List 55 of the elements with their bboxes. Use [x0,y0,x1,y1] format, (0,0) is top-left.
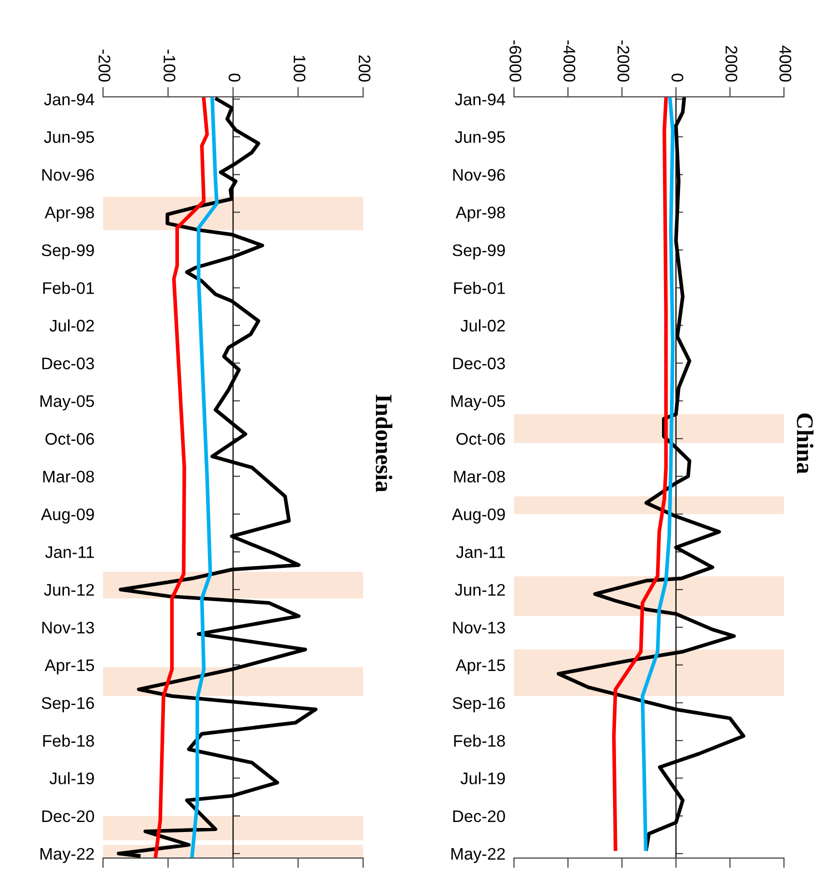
y-tick-label: Nov-13 [453,622,505,634]
y-tick-label: Apr-98 [456,206,505,222]
y-tick-label: Jan-94 [454,94,506,106]
y-tick-label: Jun-12 [44,584,94,596]
y-tick-label: May-22 [40,848,94,864]
y-tick-label: Apr-98 [44,206,94,222]
x-tick-label: 0 [228,74,240,82]
x-tick-label: -2000 [617,40,630,82]
y-tick-label: Mar-08 [43,470,94,483]
y-tick-label: Sep-16 [42,697,94,712]
y-tick-label: Sep-99 [42,244,94,260]
y-tick-label: Nov-96 [453,168,505,181]
x-tick-label: 2000 [725,46,738,82]
text: China [796,414,814,474]
y-tick-label: Jul-19 [50,772,94,784]
y-tick-label: May-05 [40,395,94,410]
x-tick-label: -4000 [563,40,576,82]
y-tick-label: Nov-96 [42,168,94,181]
y-tick-label: Feb-18 [43,734,94,747]
y-tick-label: May-05 [451,395,505,410]
y-tick-label: Dec-20 [42,810,94,822]
text: Indonesia [376,394,392,492]
y-tick-label: Nov-13 [42,622,94,634]
x-tick-label: 4000 [779,46,792,82]
x-tick-label: 0 [671,74,684,82]
x-tick-label: 100 [294,56,306,82]
x-tick-label: -100 [164,50,176,82]
y-tick-label: Dec-03 [42,358,94,370]
y-tick-label: Jun-95 [454,131,505,143]
y-tick-label: Sep-99 [452,244,505,260]
y-tick-label: Aug-09 [40,508,94,524]
y-tick-label: Oct-06 [45,433,94,445]
y-tick-label: Jan-11 [456,546,505,558]
y-tick-label: Apr-15 [44,660,94,674]
y-tick-label: Jun-95 [44,131,94,143]
y-tick-label: Jun-12 [454,584,505,596]
x-tick-label: -200 [98,50,110,82]
y-tick-label: Jan-94 [44,94,94,106]
y-tick-label: Sep-16 [452,697,505,712]
y-tick-label: Aug-09 [452,508,505,524]
y-tick-label: Apr-15 [456,660,505,674]
y-tick-label: Jul-02 [50,319,94,332]
y-tick-label: Oct-06 [456,433,505,445]
y-tick-label: Dec-20 [453,810,505,822]
y-tick-label: Dec-03 [453,358,505,370]
y-tick-label: Feb-01 [43,282,94,294]
y-tick-label: Feb-01 [454,282,505,294]
y-tick-label: Feb-18 [454,734,505,747]
y-tick-label: Mar-08 [454,470,505,483]
y-tick-label: Jul-02 [460,319,505,332]
y-tick-label: May-22 [451,848,505,864]
y-tick-label: Jul-19 [460,772,505,784]
y-tick-label: Jan-11 [45,546,94,558]
x-tick-label: 200 [358,55,370,82]
x-tick-label: -6000 [509,40,522,82]
